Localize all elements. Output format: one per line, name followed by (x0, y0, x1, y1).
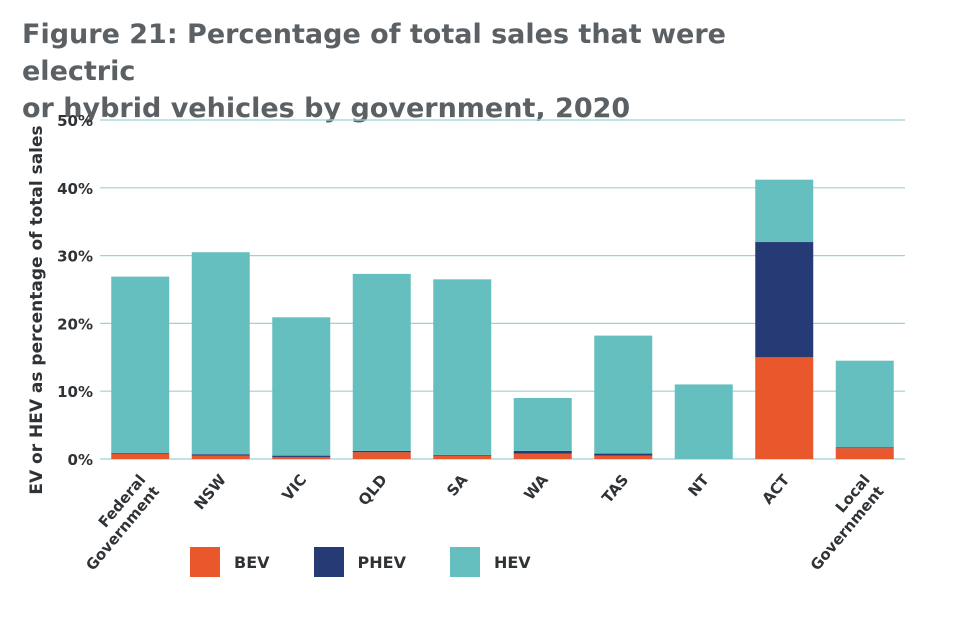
bar-bev-qld (352, 452, 411, 459)
chart-title: Figure 21: Percentage of total sales tha… (22, 16, 842, 127)
bar-phev-nsw (191, 454, 250, 456)
bar-phev-qld (352, 450, 411, 453)
legend-item-bev: BEV (190, 547, 270, 577)
y-tick-label: 10% (57, 383, 93, 401)
bar-bev-wa (513, 453, 572, 459)
legend-item-hev: HEV (449, 547, 531, 577)
x-tick-label: ACT (758, 470, 793, 507)
bar-phev-federal-government (111, 452, 170, 454)
legend-swatch-hev (449, 547, 480, 577)
legend-label-phev: PHEV (357, 552, 406, 572)
chart-title-line-2: or hybrid vehicles by government, 2020 (22, 93, 631, 124)
y-tick-labels: 0% 10% 20% 30% 40% 50% (57, 112, 93, 469)
bar-hev-nsw (191, 252, 250, 455)
y-tick-label: 50% (57, 112, 93, 130)
bar-bev-act (755, 357, 814, 459)
y-tick-label: 40% (57, 180, 93, 198)
bar-hev-vic (272, 317, 331, 456)
bar-phev-wa (513, 450, 572, 454)
y-tick-label: 30% (57, 248, 93, 266)
bar-hev-federal-government (111, 276, 170, 453)
bar-hev-local-government (835, 360, 894, 448)
bar-phev-tas (594, 453, 653, 456)
bar-hev-act (755, 179, 814, 243)
bar-bev-federal-government (111, 453, 170, 459)
bar-bev-tas (594, 455, 653, 459)
bar-bev-local-government (835, 448, 894, 459)
bar-phev-local-government (835, 447, 894, 449)
legend-swatch-bev (190, 547, 220, 577)
legend-swatch-phev (313, 547, 344, 577)
x-tick-label: VIC (278, 471, 310, 504)
bar-hev-tas (594, 335, 653, 454)
bar-phev-sa (433, 454, 492, 456)
x-tick-label: TAS (598, 471, 632, 507)
y-tick-label: 20% (57, 315, 93, 333)
x-tick-label: WA (520, 471, 552, 504)
bar-hev-sa (433, 279, 492, 455)
y-tick-label: 0% (68, 451, 93, 469)
legend-label-hev: HEV (493, 552, 531, 572)
x-tick-label: LocalGovernment (793, 471, 888, 574)
x-tick-label: NSW (190, 471, 230, 513)
x-tick-label: FederalGovernment (68, 471, 163, 574)
x-tick-label: SA (443, 471, 471, 500)
bar-bev-sa (433, 455, 492, 459)
bar-phev-vic (272, 455, 331, 457)
legend-item-phev: PHEV (313, 547, 406, 577)
x-tick-label: NT (684, 470, 713, 500)
bars (111, 179, 894, 459)
bar-hev-nt (674, 384, 733, 459)
chart-title-line-1: Figure 21: Percentage of total sales tha… (22, 19, 726, 87)
legend-label-bev: BEV (234, 552, 270, 572)
bar-hev-qld (352, 273, 411, 451)
bar-phev-act (755, 242, 814, 358)
x-tick-label: QLD (355, 471, 391, 509)
legend: BEV PHEV HEV (190, 546, 575, 578)
bar-bev-nsw (191, 455, 250, 459)
bar-bev-vic (272, 456, 331, 459)
y-axis-label: EV or HEV as percentage of total sales (27, 125, 47, 494)
bar-hev-wa (513, 397, 572, 451)
